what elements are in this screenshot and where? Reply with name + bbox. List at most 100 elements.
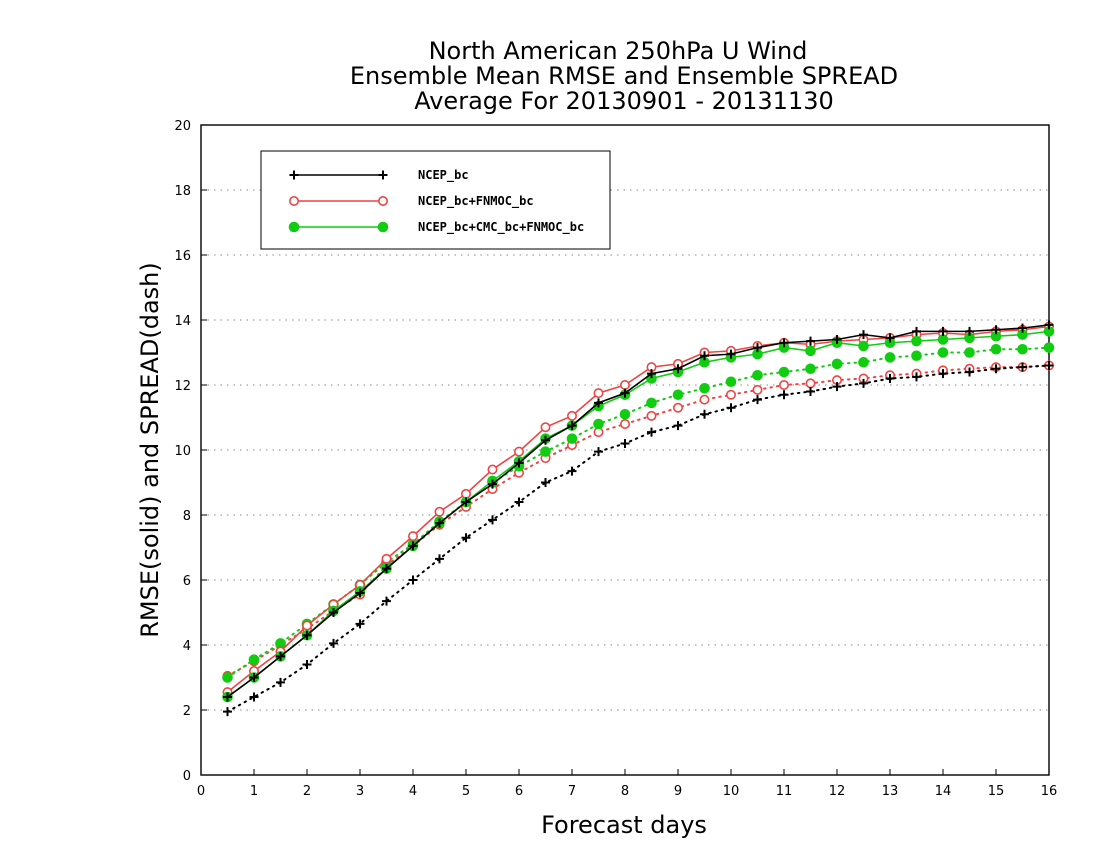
spread-point [912,372,921,382]
x-tick-label: 5 [462,784,470,799]
spread-point [223,707,232,717]
title-line-1: North American 250hPa U Wind [429,37,808,65]
spread-line [226,364,1050,677]
spread-point [567,466,577,476]
rmse-point [302,630,312,640]
spread-point [832,382,842,392]
y-tick-label: 4 [183,639,191,654]
x-tick-label: 12 [829,784,846,799]
spread-point [991,364,1001,374]
rmse-point [700,351,709,361]
rmse-line [227,325,1050,693]
rmse-point [408,541,418,551]
y-axis-label: RMSE(solid) and SPREAD(dash) [136,262,164,638]
legend-marker [288,221,300,233]
rmse-point [620,388,630,398]
legend-label: NCEP_bc+CMC_bc+FNMOC_bc [418,220,584,235]
x-tick-label: 1 [250,784,258,799]
spread-point [461,533,471,543]
spread-point [990,343,1002,355]
rmse-point [249,673,259,682]
x-tick-label: 8 [621,784,629,799]
spread-point [726,403,736,413]
spread-point [302,660,312,669]
rmse-point [593,388,604,399]
spread-line [226,346,1050,679]
y-tick-label: 0 [183,769,191,784]
series-NCEP_bc-spread [223,361,1054,717]
spread-point [646,410,657,421]
rmse-point [434,506,445,517]
rmse-point [911,335,922,347]
spread-point [355,619,365,629]
spread-point [805,363,816,375]
rmse-point [540,422,551,433]
spread-point [752,384,763,395]
rmse-point [1044,320,1054,330]
x-tick-label: 4 [409,784,417,799]
spread-point [884,352,896,363]
spread-point [778,366,790,378]
legend-box [260,150,611,250]
x-tick-label: 9 [674,784,682,799]
rmse-point [541,435,550,445]
spread-point [488,515,497,525]
axis-ticks: 0 1 2 3 4 5 6 7 8 9 10 11 12 13 14 15 160246810121416182… [174,119,1057,799]
rmse-point [435,518,444,528]
rmse-point [991,325,1001,335]
spread-point [806,387,815,396]
rmse-point [514,458,524,468]
rmse-point [912,326,921,336]
legend-entry: NCEP_bc [289,168,469,183]
spread-point [937,347,949,358]
spread-point [593,418,604,430]
y-tick-label: 6 [183,574,191,589]
spread-point [911,350,922,362]
rmse-point [806,336,815,346]
legend-marker [377,221,389,233]
rmse-point [487,464,498,475]
legend-marker [289,170,299,180]
x-tick-label: 14 [935,784,952,799]
rmse-point [619,379,630,390]
y-tick-label: 8 [183,509,191,524]
spread-point [779,390,789,400]
grid-lines [201,189,1049,711]
series-NCEP_bc+FNMOC_bc-rmse [222,321,1055,698]
rmse-point [276,651,285,661]
rmse-line [227,330,1050,698]
x-tick-label: 3 [356,784,364,799]
rmse-point [566,410,577,421]
rmse-point [938,326,948,336]
rmse-point [329,608,338,617]
spread-line [226,364,1050,713]
rmse-point [461,497,471,507]
spread-point [619,418,630,429]
rmse-point [1018,323,1027,333]
spread-point [673,421,683,431]
legend-entry: NCEP_bc+FNMOC_bc [288,194,534,209]
rmse-point [779,338,789,348]
spread-point [382,596,391,606]
title-line-3: Average For 20130901 - 20131130 [414,87,834,115]
rmse-point [673,364,683,374]
legend: NCEP_bc NCEP_bc+FNMOC_bc NCEP_bc+CMC_bc+FN… [260,150,611,250]
x-tick-label: 16 [1041,784,1058,799]
spread-point [938,369,948,379]
x-tick-label: 6 [515,784,523,799]
legend-label: NCEP_bc+FNMOC_bc [418,194,534,209]
y-tick-label: 2 [183,704,191,719]
spread-point [672,402,683,413]
spread-point [672,389,684,401]
spread-point [699,394,710,405]
rmse-point [223,692,232,702]
legend-marker [377,196,388,207]
spread-point [725,376,737,388]
spread-point [540,446,551,457]
spread-point [805,378,816,389]
rmse-point [965,326,974,336]
y-tick-label: 20 [174,119,191,134]
spread-point [620,439,630,448]
rmse-point [859,330,868,340]
rmse-point [355,588,365,598]
